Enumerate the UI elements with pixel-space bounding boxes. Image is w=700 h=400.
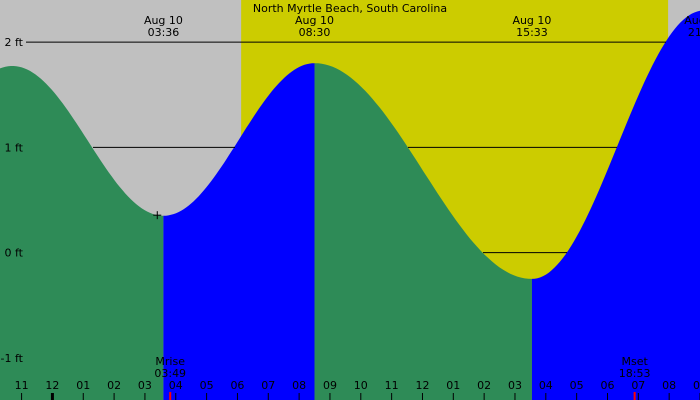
y-tick-label: 2 ft [5, 36, 24, 49]
extremum-date-label: Aug 10 [684, 14, 700, 27]
x-tick-label: 05 [200, 379, 214, 392]
extremum-time-label: 03:36 [148, 26, 180, 39]
x-axis: 11 12 01 02 03 04 05 06 07 08 09 10 11 12 01 02 03 04 05 06… [15, 379, 700, 400]
extremum-date-label: Aug 10 [144, 14, 183, 27]
x-tick-label: 03 [508, 379, 522, 392]
y-tick-label: 0 ft [5, 247, 24, 260]
extremum-date-label: Aug 10 [295, 14, 334, 27]
x-tick-label: 02 [107, 379, 121, 392]
extremum-time-label: 21:07 [688, 26, 700, 39]
rising-tide-area [531, 10, 700, 400]
y-tick-label: -1 ft [1, 352, 24, 365]
falling-tide-area [0, 66, 164, 400]
tide-areas [0, 10, 700, 400]
x-tick-label: 06 [230, 379, 244, 392]
x-tick-label: 01 [76, 379, 90, 392]
moon-event-label: Mrise [155, 355, 185, 368]
x-tick-label: 08 [662, 379, 676, 392]
x-tick-label: 12 [45, 379, 59, 392]
x-tick-label: 11 [385, 379, 399, 392]
x-tick-label: 01 [446, 379, 460, 392]
x-tick-label: 05 [570, 379, 584, 392]
x-tick-label: 12 [415, 379, 429, 392]
x-tick-label: 07 [261, 379, 275, 392]
extremum-time-label: 08:30 [299, 26, 331, 39]
x-tick-label: 07 [631, 379, 645, 392]
x-tick-label: 09 [323, 379, 337, 392]
falling-tide-area [314, 63, 532, 400]
x-tick-label: 04 [169, 379, 183, 392]
x-tick-label: 11 [15, 379, 29, 392]
x-tick-label: 08 [292, 379, 306, 392]
y-axis-labels: 2 ft 1 ft 0 ft -1 ft [1, 36, 24, 365]
extremum-time-label: 15:33 [516, 26, 548, 39]
x-tick-label: 06 [600, 379, 614, 392]
moon-event-time: 18:53 [619, 367, 651, 380]
y-tick-label: 1 ft [5, 141, 24, 154]
x-tick-label: 04 [539, 379, 553, 392]
x-tick-label: 02 [477, 379, 491, 392]
rising-tide-area [163, 63, 315, 400]
gridlines [26, 41, 666, 254]
x-tick-label: 09 [693, 379, 700, 392]
moon-event-label: Mset [621, 355, 648, 368]
x-tick-label: 10 [354, 379, 368, 392]
x-tick-label: 03 [138, 379, 152, 392]
moon-event-time: 03:49 [154, 367, 186, 380]
chart-title: North Myrtle Beach, South Carolina [253, 2, 447, 15]
extremum-date-label: Aug 10 [512, 14, 551, 27]
